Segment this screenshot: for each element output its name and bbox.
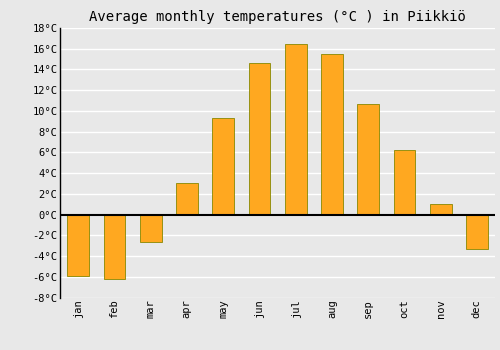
Title: Average monthly temperatures (°C ) in Piikkiö: Average monthly temperatures (°C ) in Pi… [89,10,466,24]
Bar [212,118,234,215]
Bar [430,204,452,215]
Bar [104,215,125,279]
Bar [140,215,162,241]
Bar [394,150,415,215]
Bar [285,43,306,215]
Bar [466,215,488,249]
Bar [248,63,270,215]
Bar [321,54,343,215]
Bar [176,183,198,215]
Bar [357,104,379,215]
Bar [67,215,89,276]
